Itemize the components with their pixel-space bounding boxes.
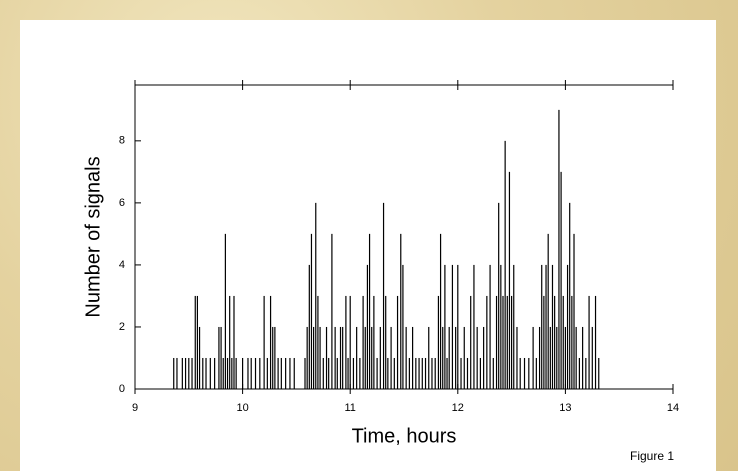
plot-panel — [20, 20, 716, 471]
x-axis-label: Time, hours — [352, 425, 457, 447]
y-tick-label: 6 — [119, 197, 125, 209]
x-tick-label: 12 — [452, 402, 464, 414]
x-tick-label: 9 — [132, 402, 138, 414]
y-tick-label: 8 — [119, 135, 125, 147]
y-tick-label: 2 — [119, 321, 125, 333]
x-tick-label: 11 — [344, 402, 355, 414]
y-axis-label: Number of signals — [82, 156, 104, 317]
figure-caption: Figure 1 — [630, 449, 674, 463]
x-tick-label: 14 — [667, 402, 679, 414]
x-tick-label: 10 — [236, 402, 248, 414]
y-tick-label: 0 — [119, 383, 125, 395]
y-tick-label: 4 — [119, 259, 125, 271]
x-tick-label: 13 — [559, 402, 571, 414]
